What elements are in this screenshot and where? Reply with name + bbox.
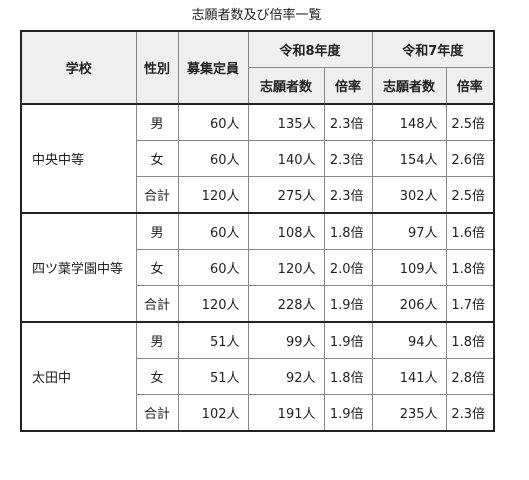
capacity-cell: 120人 [177, 285, 249, 323]
capacity-cell: 60人 [177, 212, 249, 250]
r8-applicants-cell: 92人 [247, 358, 325, 395]
sex-cell: 男 [135, 321, 179, 359]
r8-ratio-cell: 1.8倍 [323, 358, 373, 395]
header-r8-applicants: 志願者数 [247, 67, 325, 105]
r8-ratio-cell: 1.8倍 [323, 212, 373, 250]
r7-applicants-cell: 97人 [371, 212, 447, 250]
sex-cell: 男 [135, 212, 179, 250]
r8-ratio-cell: 1.9倍 [323, 321, 373, 359]
r8-applicants-cell: 120人 [247, 249, 325, 286]
r7-applicants-cell: 206人 [371, 285, 447, 323]
r8-applicants-cell: 191人 [247, 394, 325, 432]
table-row: 太田中 男 51人 99人 1.9倍 94人 1.8倍 [20, 321, 495, 432]
r7-ratio-cell: 1.8倍 [445, 321, 495, 359]
capacity-cell: 60人 [177, 249, 249, 286]
capacity-cell: 120人 [177, 176, 249, 214]
r8-ratio-cell: 1.9倍 [323, 394, 373, 432]
school-name: 四ツ葉学園中等 [20, 212, 137, 323]
r7-ratio-cell: 1.8倍 [445, 249, 495, 286]
r7-ratio-cell: 2.5倍 [445, 176, 495, 214]
sex-cell: 合計 [135, 176, 179, 214]
r8-applicants-cell: 275人 [247, 176, 325, 214]
sex-cell: 女 [135, 249, 179, 286]
table-row: 合計 120人 275人 2.3倍 302人 2.5倍 [21, 176, 495, 214]
table-row: 中央中等 男 60人 135人 2.3倍 148人 2.5倍 [20, 103, 495, 214]
table-row: 合計 120人 228人 1.9倍 206人 1.7倍 [21, 285, 495, 323]
sex-cell: 男 [135, 103, 179, 141]
header-year-r8: 令和8年度 [247, 30, 373, 68]
r7-applicants-cell: 109人 [371, 249, 447, 286]
r8-ratio-cell: 2.3倍 [323, 176, 373, 214]
table-caption: 志願者数及び倍率一覧 [191, 8, 322, 23]
sex-cell: 合計 [135, 285, 179, 323]
r7-ratio-cell: 2.8倍 [445, 358, 495, 395]
header-year-r7: 令和7年度 [371, 30, 495, 68]
table-row: 女 51人 92人 1.8倍 141人 2.8倍 [21, 358, 495, 395]
header-school: 学校 [20, 30, 137, 105]
header-capacity: 募集定員 [177, 30, 249, 105]
applicants-table: 学校 性別 募集定員 令和8年度 令和7年度 志願者数 倍率 志願者数 倍率 中… [20, 30, 496, 432]
sex-cell: 女 [135, 358, 179, 395]
table-row: 合計 102人 191人 1.9倍 235人 2.3倍 [21, 394, 495, 432]
r8-ratio-cell: 1.9倍 [323, 285, 373, 323]
r7-ratio-cell: 1.7倍 [445, 285, 495, 323]
capacity-cell: 51人 [177, 321, 249, 359]
r7-applicants-cell: 94人 [371, 321, 447, 359]
capacity-cell: 60人 [177, 103, 249, 141]
r7-applicants-cell: 302人 [371, 176, 447, 214]
r7-applicants-cell: 141人 [371, 358, 447, 395]
r8-applicants-cell: 135人 [247, 103, 325, 141]
school-name: 中央中等 [20, 103, 137, 214]
header-sex: 性別 [135, 30, 179, 105]
table-row: 女 60人 120人 2.0倍 109人 1.8倍 [21, 249, 495, 286]
r8-ratio-cell: 2.3倍 [323, 103, 373, 141]
r8-applicants-cell: 99人 [247, 321, 325, 359]
capacity-cell: 51人 [177, 358, 249, 395]
sex-cell: 合計 [135, 394, 179, 432]
r8-applicants-cell: 140人 [247, 140, 325, 177]
header-r7-applicants: 志願者数 [371, 67, 447, 105]
r8-ratio-cell: 2.3倍 [323, 140, 373, 177]
header-r7-ratio: 倍率 [445, 67, 495, 105]
r7-ratio-cell: 2.6倍 [445, 140, 495, 177]
capacity-cell: 102人 [177, 394, 249, 432]
header-r8-ratio: 倍率 [323, 67, 373, 105]
r7-ratio-cell: 2.5倍 [445, 103, 495, 141]
table-row: 四ツ葉学園中等 男 60人 108人 1.8倍 97人 1.6倍 [20, 212, 495, 323]
r7-applicants-cell: 148人 [371, 103, 447, 141]
r7-ratio-cell: 2.3倍 [445, 394, 495, 432]
r7-applicants-cell: 154人 [371, 140, 447, 177]
r7-ratio-cell: 1.6倍 [445, 212, 495, 250]
table-row: 女 60人 140人 2.3倍 154人 2.6倍 [21, 140, 495, 177]
r7-applicants-cell: 235人 [371, 394, 447, 432]
r8-ratio-cell: 2.0倍 [323, 249, 373, 286]
capacity-cell: 60人 [177, 140, 249, 177]
sex-cell: 女 [135, 140, 179, 177]
school-name: 太田中 [20, 321, 137, 432]
r8-applicants-cell: 228人 [247, 285, 325, 323]
r8-applicants-cell: 108人 [247, 212, 325, 250]
